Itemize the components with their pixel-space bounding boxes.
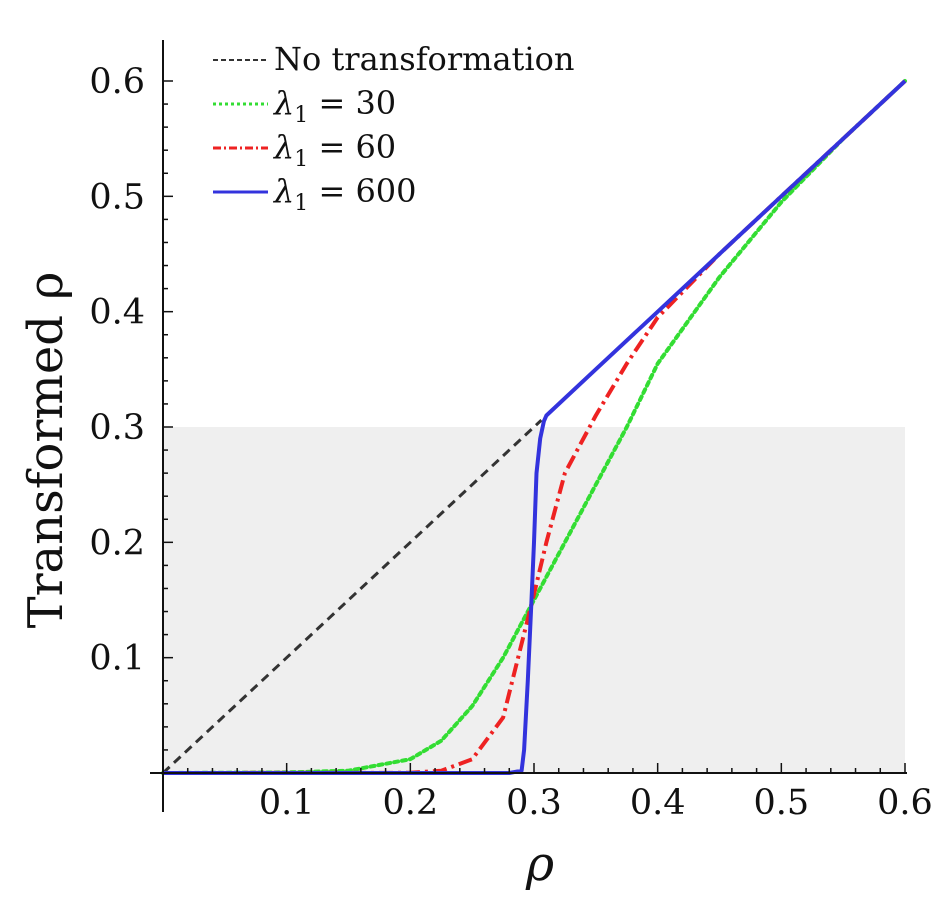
legend-label-2: λ1 = 60 [272, 128, 396, 172]
x-tick-label: 0.1 [259, 783, 315, 823]
series-line-3 [163, 79, 907, 775]
x-axis-title: ρ [525, 836, 554, 892]
y-tick-label: 0.5 [89, 177, 145, 217]
y-tick-label: 0.4 [89, 293, 145, 333]
series-line-0 [161, 419, 543, 775]
legend-label-3: λ1 = 600 [272, 172, 417, 216]
ticks-layer: 0.1 0.2 0.3 0.4 0.5 0.6 0.1 0.2 0.3 0.4 0.5 0.6 [89, 62, 933, 823]
legend-label-1: λ1 = 30 [272, 84, 396, 128]
x-tick-label: 0.2 [382, 783, 438, 823]
y-tick-label: 0.6 [89, 62, 145, 102]
y-tick-label: 0.3 [89, 408, 145, 448]
series-layer [161, 79, 907, 775]
series-line-1 [161, 79, 907, 775]
x-tick-label: 0.4 [630, 783, 686, 823]
series-line-2 [162, 79, 907, 775]
y-tick-label: 0.2 [89, 523, 145, 563]
x-tick-label: 0.3 [506, 783, 562, 823]
y-axis-title: Transformed ρ [18, 272, 74, 629]
x-tick-label: 0.6 [877, 783, 933, 823]
y-tick-label: 0.1 [89, 639, 145, 679]
x-tick-label: 0.5 [753, 783, 809, 823]
legend-label-0: No transformation [274, 40, 575, 78]
